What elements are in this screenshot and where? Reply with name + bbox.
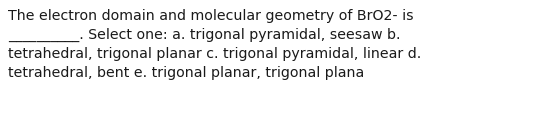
Text: The electron domain and molecular geometry of BrO2- is
__________. Select one: a: The electron domain and molecular geomet… (8, 9, 421, 80)
